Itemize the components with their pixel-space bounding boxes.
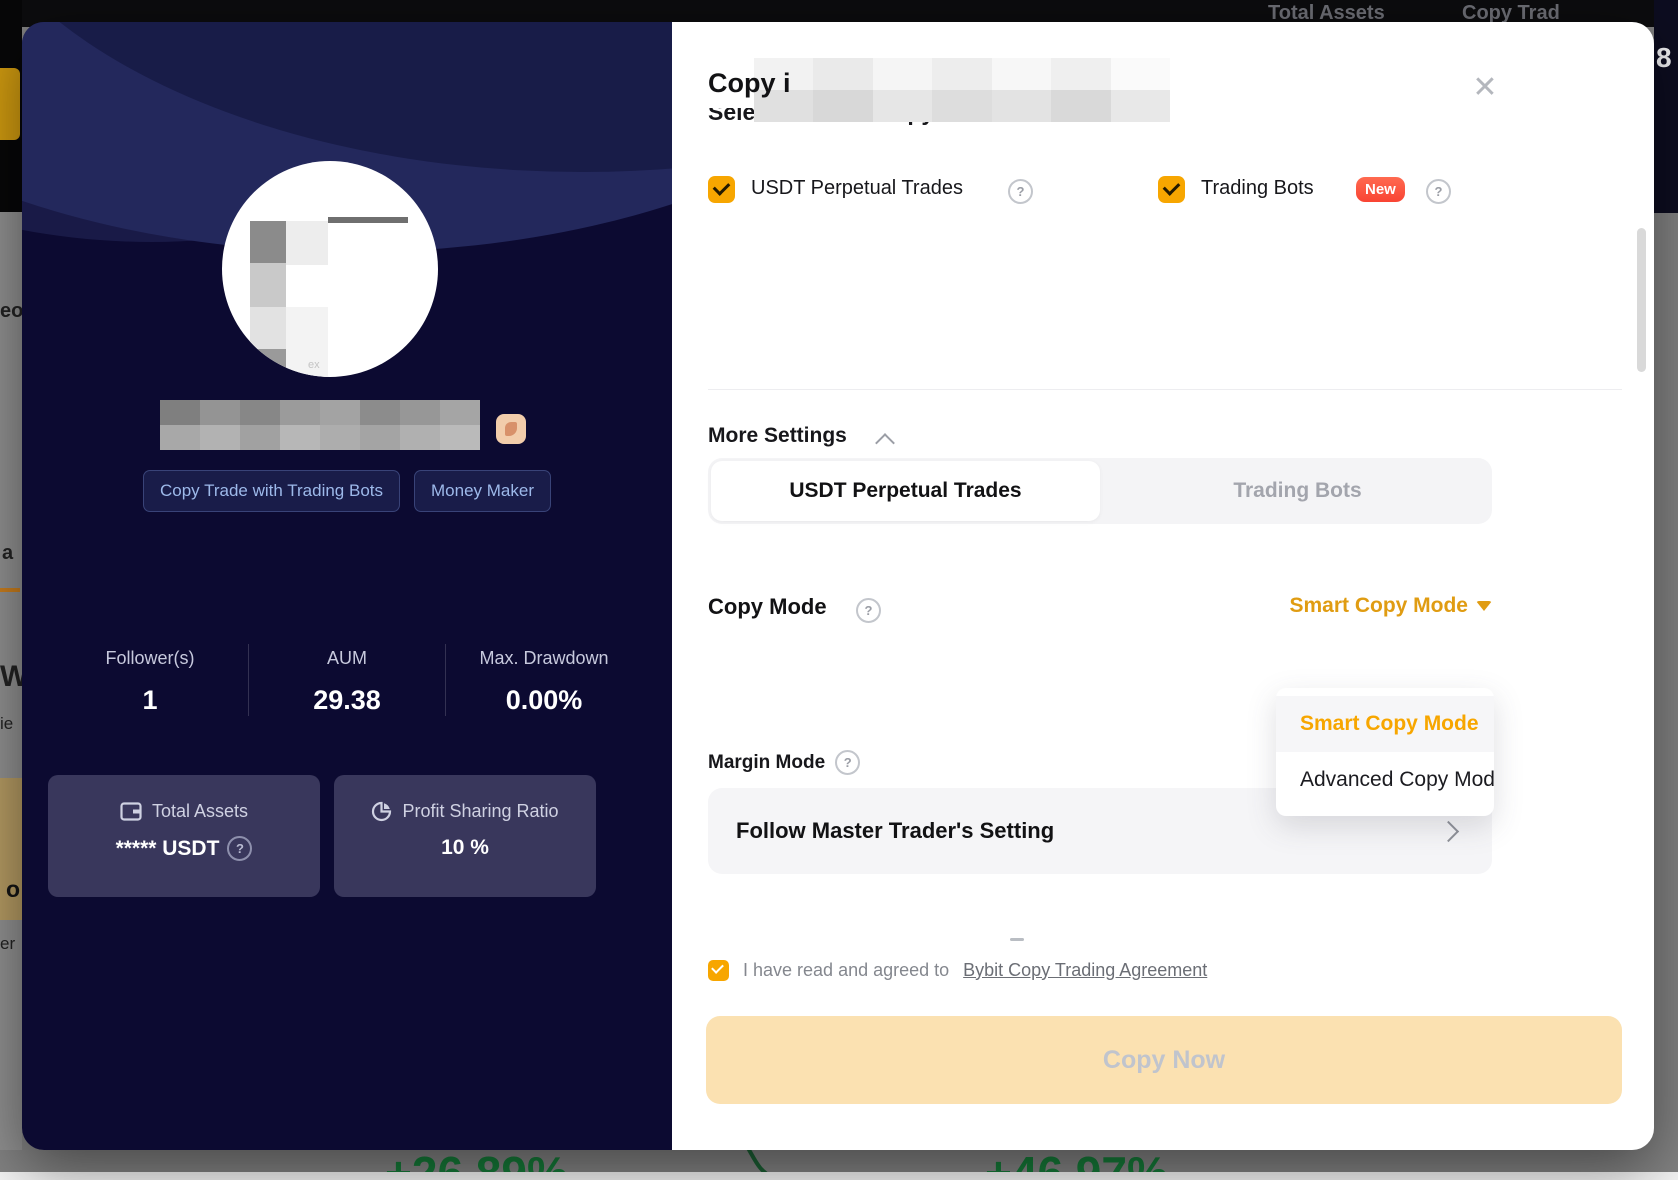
usdt-perpetual-label: USDT Perpetual Trades <box>751 177 963 199</box>
section-divider <box>708 389 1622 390</box>
agreement-link[interactable]: Bybit Copy Trading Agreement <box>963 959 1208 980</box>
card-label: Profit Sharing Ratio <box>402 801 559 821</box>
stat-label: Max. Drawdown <box>479 648 609 668</box>
dropdown-option-smart[interactable]: Smart Copy Mode <box>1276 696 1494 752</box>
margin-mode-label-row: Margin Mode ? <box>708 750 861 775</box>
chevron-up-icon[interactable] <box>875 433 895 453</box>
trading-bots-checkbox[interactable] <box>1158 176 1185 203</box>
stat-value: 29.38 <box>313 685 381 715</box>
card-label: Total Assets <box>151 801 249 821</box>
agreement-text: I have read and agreed to <box>743 959 950 980</box>
stat-value: 1 <box>142 685 158 715</box>
backdrop-left-dimmed: eo a W ie o er <box>0 212 22 1180</box>
stat-label: Follower(s) <box>105 648 195 668</box>
close-icon[interactable]: ✕ <box>1472 71 1498 104</box>
copy-settings-panel: Copy i ✕ Select Items to Copy USDT Perpe… <box>672 22 1654 1150</box>
backdrop-right-dimmed <box>1654 213 1678 1180</box>
modal-title: Copy i <box>708 68 791 98</box>
profit-sharing-card: Profit Sharing Ratio 10 % <box>334 775 596 897</box>
trader-name-redacted-title <box>754 58 1170 122</box>
help-icon[interactable]: ? <box>856 598 881 623</box>
backdrop-total-assets-label: Total Assets <box>1268 2 1385 24</box>
copy-now-button[interactable]: Copy Now <box>706 1016 1622 1104</box>
stat-max-drawdown: Max. Drawdown 0.00% <box>445 644 642 716</box>
agreement-row: I have read and agreed to Bybit Copy Tra… <box>708 958 1207 982</box>
copy-items-row: USDT Perpetual Trades ? Trading Bots New… <box>708 176 1622 206</box>
backdrop-yellow-button-fragment <box>0 68 20 140</box>
backdrop-orange-underline <box>0 588 20 592</box>
backdrop-copy-trading-label: Copy Trad <box>1462 2 1560 24</box>
stat-aum: AUM 29.38 <box>248 644 445 716</box>
trader-badge-icon <box>496 414 526 444</box>
help-icon[interactable]: ? <box>835 750 861 775</box>
dropdown-option-advanced[interactable]: Advanced Copy Mode <box>1300 768 1494 791</box>
more-settings-toggle-label[interactable]: More Settings <box>708 424 847 447</box>
trading-bots-label: Trading Bots <box>1201 177 1314 199</box>
copy-mode-dropdown: Smart Copy Mode Advanced Copy Mode <box>1276 688 1494 816</box>
trader-profile-panel: ex Copy Trade with Trading Bots Money Ma… <box>22 22 672 1150</box>
stat-label: AUM <box>327 648 367 668</box>
trader-name-redacted <box>160 400 480 450</box>
copy-mode-row: Copy Mode ? Smart Copy Mode <box>708 592 1492 626</box>
help-icon[interactable]: ? <box>1008 179 1033 204</box>
tab-usdt-perpetual[interactable]: USDT Perpetual Trades <box>711 461 1100 521</box>
tab-trading-bots[interactable]: Trading Bots <box>1233 479 1362 502</box>
agreement-checkbox[interactable] <box>708 959 729 981</box>
chevron-right-icon <box>1437 820 1460 843</box>
backdrop-fragment: a <box>2 542 14 564</box>
copy-mode-label: Copy Mode <box>708 594 827 619</box>
avatar-watermark: ex <box>308 359 320 371</box>
copy-trader-modal: ex Copy Trade with Trading Bots Money Ma… <box>22 22 1654 1150</box>
card-value: 10 % <box>441 836 489 859</box>
usdt-perpetual-checkbox[interactable] <box>708 176 735 203</box>
stat-followers: Follower(s) 1 <box>52 644 248 716</box>
backdrop-fragment: ie <box>0 714 14 733</box>
tag-copy-trade-with-bots: Copy Trade with Trading Bots <box>143 470 401 512</box>
tag-money-maker: Money Maker <box>414 470 551 512</box>
margin-mode-value: Follow Master Trader's Setting <box>736 818 1055 843</box>
help-icon[interactable]: ? <box>1426 179 1451 204</box>
card-value: ***** USDT <box>115 836 220 860</box>
backdrop-balance-fragment: 8 <box>1656 42 1672 73</box>
pie-chart-icon <box>372 801 392 822</box>
total-assets-card: Total Assets ***** USDT ? <box>48 775 320 897</box>
backdrop-fragment: o <box>6 876 21 902</box>
backdrop-right-dark <box>1654 0 1678 213</box>
backdrop-fragment: er <box>0 934 16 953</box>
copy-mode-selected-value: Smart Copy Mode <box>1289 594 1468 617</box>
backdrop-fragment: eo <box>0 300 22 322</box>
new-badge: New <box>1356 177 1405 202</box>
scrollbar-thumb[interactable] <box>1637 228 1646 372</box>
copy-mode-select[interactable]: Smart Copy Mode <box>1289 594 1492 618</box>
trader-stats: Follower(s) 1 AUM 29.38 Max. Drawdown 0.… <box>52 644 642 716</box>
margin-mode-label: Margin Mode <box>708 751 826 773</box>
backdrop-bottom-strip <box>0 1172 1678 1180</box>
wallet-icon <box>120 802 142 821</box>
help-icon[interactable]: ? <box>227 836 253 861</box>
triangle-down-icon <box>1476 601 1492 612</box>
scroll-dash <box>1010 938 1024 941</box>
trader-avatar: ex <box>222 161 438 377</box>
settings-tabs: USDT Perpetual Trades Trading Bots <box>708 458 1492 524</box>
trader-tags: Copy Trade with Trading Bots Money Maker <box>22 470 672 512</box>
backdrop-fragment: W <box>0 660 22 693</box>
stat-value: 0.00% <box>505 685 583 715</box>
backdrop-tan-block: o <box>0 778 22 920</box>
